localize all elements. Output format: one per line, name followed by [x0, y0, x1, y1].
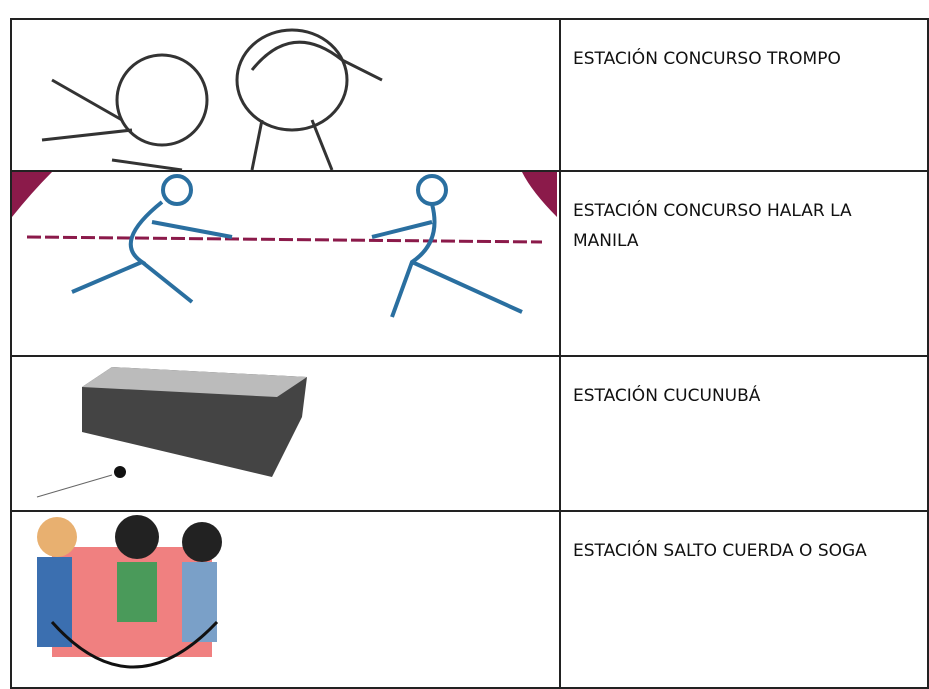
row: ESTACIÓN CONCURSO HALAR LA MANILA [10, 170, 929, 357]
row: ESTACIÓN CONCURSO TROMPO [10, 18, 929, 172]
row: ESTACIÓN SALTO CUERDA O SOGA [10, 510, 929, 689]
station-name: ESTACIÓN CONCURSO TROMPO [559, 18, 929, 172]
row: ESTACIÓN CUCUNUBÁ [10, 355, 929, 512]
jump-rope-illustration [37, 515, 222, 669]
image-cell [10, 510, 561, 689]
image-cell [10, 170, 561, 357]
station-name: ESTACIÓN CONCURSO HALAR LA MANILA [559, 170, 929, 357]
station-name: ESTACIÓN CUCUNUBÁ [559, 355, 929, 512]
station-name: ESTACIÓN SALTO CUERDA O SOGA [559, 510, 929, 689]
kids-illustration [41, 28, 383, 170]
cucunuba-illustration [36, 367, 307, 498]
tug-of-war-illustration [12, 172, 557, 318]
image-cell [10, 355, 561, 512]
image-cell [10, 18, 561, 172]
stations-table: ESTACIÓN CONCURSO TROMPO ESTACIÓN CONCUR… [10, 18, 929, 689]
